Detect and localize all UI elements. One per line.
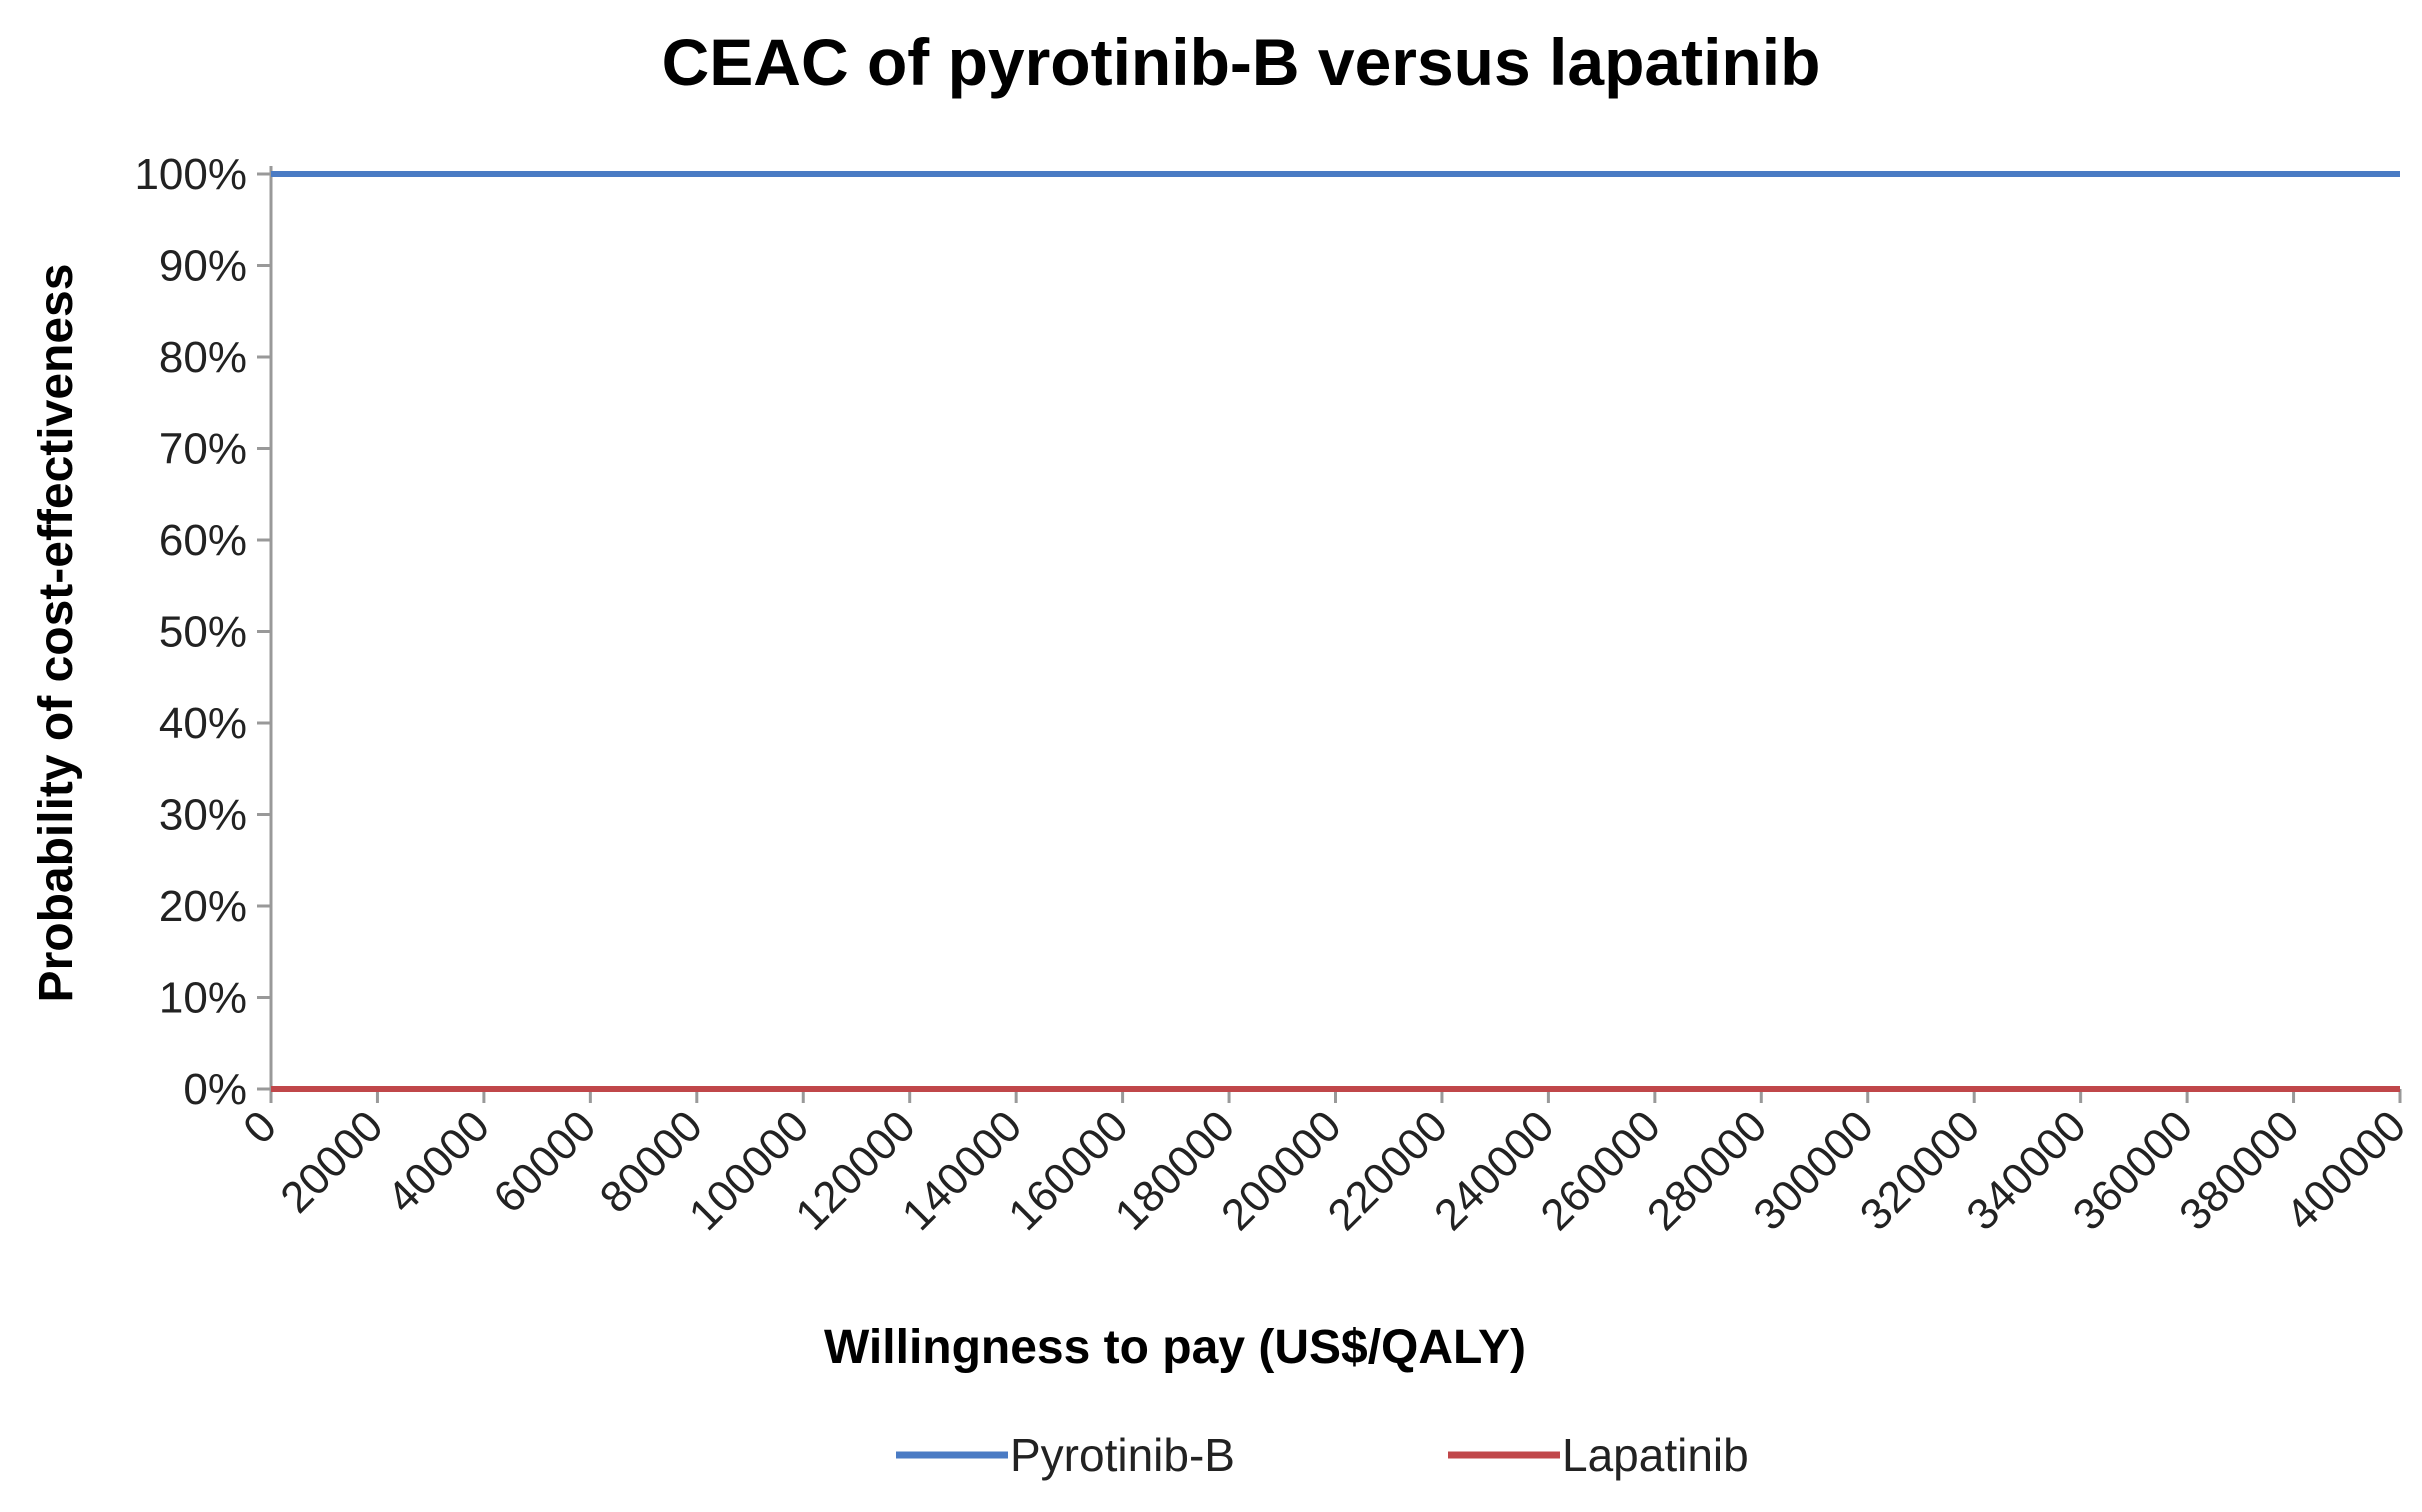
y-tick-label: 60%: [159, 516, 247, 565]
axes: [269, 166, 2400, 1091]
series-lines: [271, 171, 2400, 1092]
x-tick-label: 280000: [1638, 1101, 1776, 1239]
legend-label-pyrotinib-b: Pyrotinib-B: [1010, 1429, 1235, 1481]
y-axis-title: Probability of cost-effectiveness: [30, 264, 83, 1003]
x-tick-label: 220000: [1319, 1101, 1457, 1239]
x-tick-label: 60000: [484, 1101, 605, 1222]
y-tick-label: 80%: [159, 333, 247, 382]
x-tick-label: 360000: [2064, 1101, 2202, 1239]
y-tick-label: 70%: [159, 425, 247, 474]
x-tick-label: 380000: [2170, 1101, 2308, 1239]
x-tick-label: 40000: [378, 1101, 499, 1222]
y-tick-label: 100%: [134, 150, 247, 199]
x-tick-label: 340000: [1957, 1101, 2095, 1239]
y-tick-label: 30%: [159, 791, 247, 840]
legend: Pyrotinib-B Lapatinib: [896, 1429, 1749, 1481]
y-axis-ticks: 0% 10% 20% 30% 40% 50% 60% 70% 80% 90% 100%: [134, 150, 271, 1114]
chart-title: CEAC of pyrotinib-B versus lapatinib: [662, 25, 1821, 99]
x-tick-label: 400000: [2277, 1101, 2415, 1239]
y-tick-label: 20%: [159, 882, 247, 931]
y-tick-label: 10%: [159, 974, 247, 1023]
x-tick-label: 120000: [786, 1101, 924, 1239]
legend-label-lapatinib: Lapatinib: [1562, 1429, 1749, 1481]
x-tick-label: 100000: [680, 1101, 818, 1239]
y-tick-label: 90%: [159, 242, 247, 291]
y-tick-label: 40%: [159, 699, 247, 748]
x-tick-label: 320000: [1851, 1101, 1989, 1239]
x-axis-ticks: 0200004000060000800001000001200001400001…: [234, 1089, 2415, 1240]
y-tick-label: 50%: [159, 608, 247, 657]
x-axis-title: Willingness to pay (US$/QALY): [824, 1321, 1526, 1374]
x-tick-label: 180000: [1106, 1101, 1244, 1239]
x-tick-label: 20000: [271, 1101, 392, 1222]
x-tick-label: 260000: [1531, 1101, 1669, 1239]
x-tick-label: 300000: [1744, 1101, 1882, 1239]
x-tick-label: 200000: [1212, 1101, 1350, 1239]
y-tick-label: 0%: [183, 1065, 247, 1114]
x-tick-label: 160000: [999, 1101, 1137, 1239]
x-tick-label: 140000: [893, 1101, 1031, 1239]
x-tick-label: 240000: [1425, 1101, 1563, 1239]
